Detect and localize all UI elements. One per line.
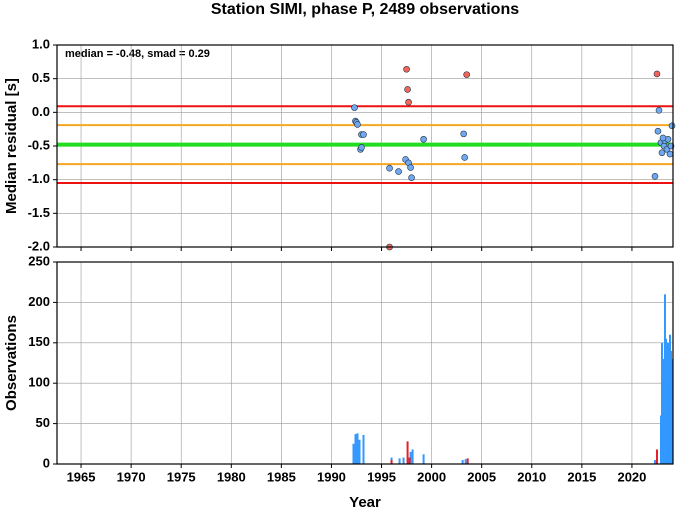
bar: [406, 441, 409, 464]
bar: [665, 367, 668, 464]
point: [408, 174, 415, 181]
y-axis-label: Observations: [3, 315, 20, 411]
bar: [362, 434, 365, 464]
point: [659, 134, 667, 142]
x-tick-label: 2015: [567, 469, 596, 484]
plot-frame: [56, 261, 674, 465]
point: [654, 127, 662, 135]
point: [463, 71, 470, 78]
y-tick-label: 150: [28, 334, 50, 349]
x-axis-label: Year: [349, 494, 381, 511]
point: [386, 164, 393, 172]
y-tick-label: -1.0: [28, 171, 50, 186]
point: [360, 131, 367, 138]
point: [460, 130, 467, 138]
bar: [664, 338, 667, 464]
bar: [670, 358, 673, 464]
bar: [411, 449, 414, 464]
y-tick-label: 0.5: [32, 70, 50, 85]
y-tick-label: 50: [36, 415, 50, 430]
x-tick-label: 2000: [417, 469, 446, 484]
point: [404, 86, 411, 93]
x-tick-label: 2020: [617, 469, 646, 484]
y-tick-label: 1.0: [32, 36, 50, 51]
point: [407, 164, 414, 171]
x-tick-label: 1985: [267, 469, 296, 484]
plot-frame: [56, 44, 674, 248]
bar: [655, 449, 658, 464]
point: [651, 173, 659, 180]
bar: [663, 294, 666, 464]
y-tick-label: 0: [43, 455, 50, 470]
x-tick-label: 1970: [117, 469, 146, 484]
point: [655, 107, 663, 114]
bar: [358, 439, 361, 464]
x-tick-label: 2010: [517, 469, 546, 484]
bar: [408, 457, 411, 464]
point: [666, 150, 674, 158]
bar: [466, 458, 469, 464]
bar: [390, 459, 393, 464]
bar: [461, 459, 464, 464]
bar: [464, 459, 467, 464]
y-tick-label: -2.0: [28, 238, 50, 253]
bar: [659, 415, 662, 464]
y-tick-label: 200: [28, 294, 50, 309]
bar: [402, 457, 405, 464]
y-tick-label: 100: [28, 375, 50, 390]
point: [351, 104, 358, 111]
bar: [354, 434, 357, 464]
bar: [660, 342, 663, 464]
point: [403, 65, 410, 73]
x-tick-label: 1965: [67, 469, 96, 484]
point: [420, 135, 427, 143]
bar: [669, 350, 672, 464]
point: [658, 149, 666, 157]
x-tick-label: 1995: [367, 469, 396, 484]
x-tick-label: 1975: [167, 469, 196, 484]
annotation: median = -0.48, smad = 0.29: [65, 48, 210, 60]
bar: [409, 451, 412, 464]
point: [358, 144, 365, 151]
point: [653, 70, 661, 78]
bar: [653, 459, 656, 464]
x-tick-label: 2005: [467, 469, 496, 484]
point: [354, 121, 361, 128]
y-tick-label: 250: [28, 253, 50, 268]
bar: [662, 358, 665, 464]
bar: [352, 443, 355, 464]
point: [405, 98, 412, 106]
y-tick-label: 0.0: [32, 104, 50, 119]
chart-title: Station SIMI, phase P, 2489 observations: [211, 1, 519, 18]
bar: [667, 383, 670, 464]
y-tick-label: -0.5: [28, 137, 50, 152]
x-tick-label: 1990: [317, 469, 346, 484]
x-tick-label: 1980: [217, 469, 246, 484]
point: [461, 154, 468, 161]
y-tick-label: -1.5: [28, 205, 50, 220]
bar: [668, 334, 671, 464]
point: [668, 122, 676, 130]
bar: [422, 454, 425, 464]
bar: [398, 458, 401, 464]
bar: [666, 342, 669, 464]
bar: [356, 433, 359, 464]
point: [395, 168, 402, 175]
bar: [661, 383, 664, 464]
y-axis-label: Median residual [s]: [3, 78, 20, 214]
